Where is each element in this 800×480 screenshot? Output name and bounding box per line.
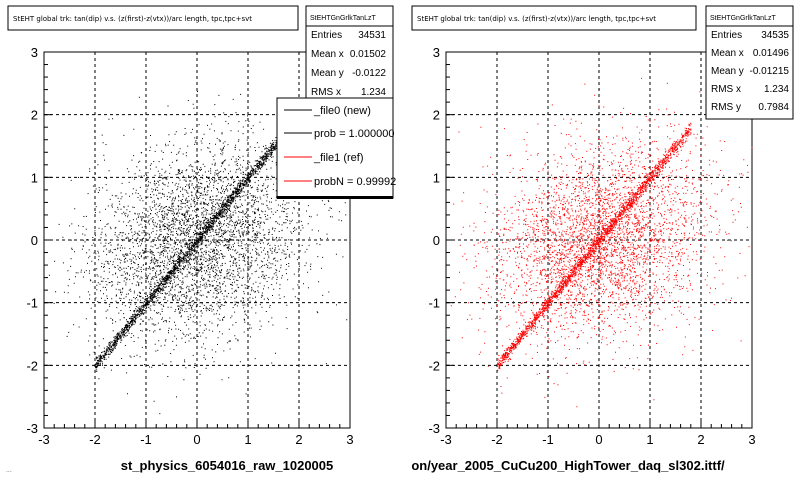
y-tick-label: 3 bbox=[31, 45, 38, 60]
left-stats-name: StEHTGnGrlkTanLzT bbox=[310, 15, 376, 22]
right-stats-name: StEHTGnGrlkTanLzT bbox=[710, 15, 776, 22]
right-stats-value-3: 1.234 bbox=[764, 84, 789, 95]
right-y-tick-labels: -3 -2 -1 0 1 2 3 bbox=[428, 45, 440, 436]
x-tick-label: -1 bbox=[140, 432, 152, 447]
x-tick-label: 2 bbox=[697, 432, 704, 447]
left-stats-value-1: 0.01502 bbox=[350, 49, 387, 60]
y-tick-label: -1 bbox=[428, 296, 440, 311]
left-stats-value-3: 1.234 bbox=[361, 87, 386, 98]
x-tick-label: -2 bbox=[89, 432, 101, 447]
right-title-box bbox=[411, 5, 697, 31]
left-x-axis-label: st_physics_6054016_raw_1020005 bbox=[121, 458, 334, 473]
legend-label-3: probN = 0.99992 bbox=[314, 176, 396, 188]
x-tick-label: 0 bbox=[595, 432, 602, 447]
right-x-tick-labels: -3 -2 -1 0 1 2 3 bbox=[440, 432, 755, 447]
left-plot-panel: StEHT global trk: tan(dip) v.s. (z(first… bbox=[6, 5, 396, 474]
left-x-tick-labels: -3 -2 -1 0 1 2 3 bbox=[38, 432, 353, 447]
x-tick-label: -3 bbox=[38, 432, 50, 447]
right-stats-label-0: Entries bbox=[711, 30, 742, 41]
x-tick-label: 1 bbox=[244, 432, 251, 447]
right-stats-value-1: 0.01496 bbox=[753, 48, 790, 59]
y-tick-label: 2 bbox=[31, 108, 38, 123]
right-stats-label-1: Mean x bbox=[711, 48, 744, 59]
y-tick-label: 0 bbox=[31, 233, 38, 248]
y-tick-label: -2 bbox=[26, 358, 38, 373]
y-tick-label: 1 bbox=[31, 170, 38, 185]
right-stats-value-4: 0.7984 bbox=[758, 102, 789, 113]
x-tick-label: 3 bbox=[748, 432, 755, 447]
left-stats-label-3: RMS x bbox=[311, 87, 341, 98]
x-tick-label: -1 bbox=[542, 432, 554, 447]
x-tick-label: 2 bbox=[295, 432, 302, 447]
left-stats-label-1: Mean x bbox=[311, 49, 344, 60]
scatter-marks bbox=[48, 91, 348, 415]
y-tick-label: 0 bbox=[433, 233, 440, 248]
y-tick-label: 1 bbox=[433, 170, 440, 185]
legend-label-1: prob = 1.000000 bbox=[314, 128, 394, 140]
y-tick-label: -3 bbox=[428, 421, 440, 436]
legend-box: _file0 (new) prob = 1.000000 _file1 (ref… bbox=[276, 97, 396, 199]
left-stats-box: StEHTGnGrlkTanLzT Entries 34531 Mean x 0… bbox=[305, 5, 394, 107]
y-tick-label: -3 bbox=[26, 421, 38, 436]
right-stats-value-2: -0.01215 bbox=[750, 66, 790, 77]
y-tick-label: -2 bbox=[428, 358, 440, 373]
right-plot-panel: StEHT global trk: tan(dip) v.s. (z(first… bbox=[411, 5, 794, 473]
right-stats-box: StEHTGnGrlkTanLzT Entries 34535 Mean x 0… bbox=[705, 5, 794, 120]
right-stats-label-3: RMS x bbox=[711, 84, 741, 95]
left-stats-label-2: Mean y bbox=[311, 68, 344, 79]
left-stats-value-0: 34531 bbox=[358, 30, 386, 41]
right-stats-label-2: Mean y bbox=[711, 66, 744, 77]
legend-label-0: _file0 (new) bbox=[313, 105, 371, 117]
left-stats-label-0: Entries bbox=[311, 30, 342, 41]
footer-text: ... bbox=[6, 467, 12, 474]
right-plot-title: StEHT global trk: tan(dip) v.s. (z(first… bbox=[417, 15, 656, 23]
x-tick-label: 0 bbox=[193, 432, 200, 447]
right-stats-label-4: RMS y bbox=[711, 102, 741, 113]
x-tick-label: 3 bbox=[346, 432, 353, 447]
right-axis-ticks bbox=[445, 51, 753, 429]
left-axis-ticks bbox=[43, 51, 351, 429]
right-gridlines bbox=[446, 52, 752, 428]
right-x-axis-label: on/year_2005_CuCu200_HighTower_daq_sl302… bbox=[411, 458, 725, 473]
left-title-box bbox=[7, 5, 299, 31]
y-tick-label: -1 bbox=[26, 296, 38, 311]
left-scatter-points bbox=[48, 91, 348, 415]
y-tick-label: 2 bbox=[433, 108, 440, 123]
left-y-tick-labels: -3 -2 -1 0 1 2 3 bbox=[26, 45, 38, 436]
left-plot-title: StEHT global trk: tan(dip) v.s. (z(first… bbox=[13, 15, 252, 23]
y-tick-label: 3 bbox=[433, 45, 440, 60]
x-tick-label: -2 bbox=[491, 432, 503, 447]
x-tick-label: 1 bbox=[646, 432, 653, 447]
legend-label-2: _file1 (ref) bbox=[313, 152, 364, 164]
x-tick-label: -3 bbox=[440, 432, 452, 447]
left-stats-value-2: -0.0122 bbox=[352, 68, 386, 79]
right-stats-value-0: 34535 bbox=[761, 30, 789, 41]
